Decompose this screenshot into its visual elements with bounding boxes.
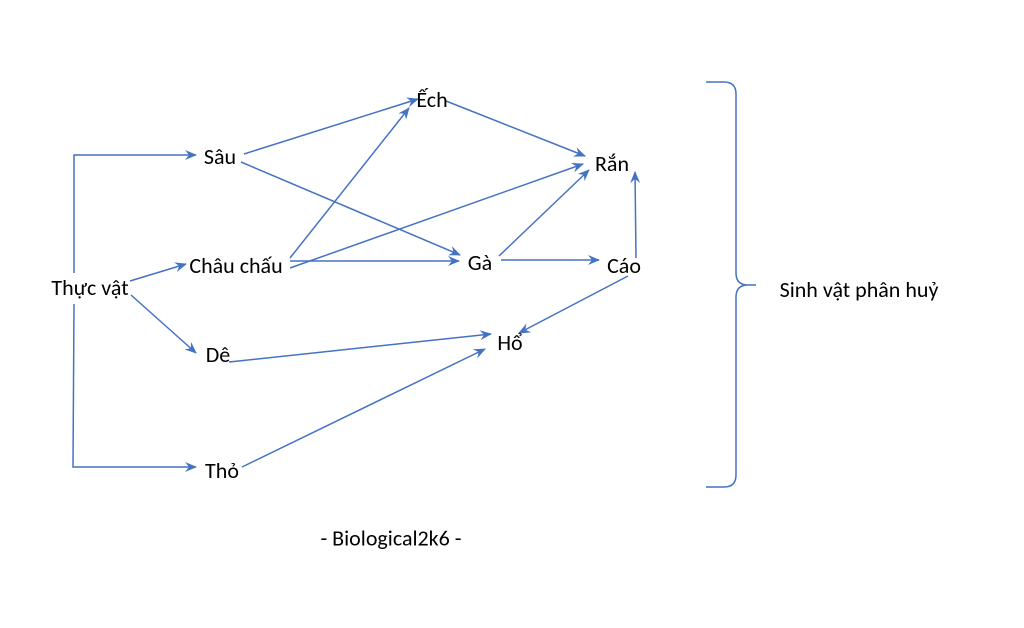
node-ran: Rắn xyxy=(595,153,629,175)
node-tho: Thỏ xyxy=(205,460,239,482)
node-ho: Hổ xyxy=(497,332,522,354)
node-cao: Cáo xyxy=(607,255,641,277)
node-de: Dê xyxy=(206,344,230,366)
diagram-svg xyxy=(0,0,1024,628)
footer-credit: - Biological2k6 - xyxy=(320,525,461,552)
node-sinh-vat-phan-huy: Sinh vật phân huỷ xyxy=(780,279,939,301)
food-web-diagram: Thực vật Sâu Châu chấu Dê Thỏ Ếch Gà Hổ … xyxy=(0,0,1024,628)
node-thuc-vat: Thực vật xyxy=(51,277,128,299)
node-ech: Ếch xyxy=(416,89,447,111)
node-sau: Sâu xyxy=(204,146,236,168)
node-ga: Gà xyxy=(468,252,492,274)
node-chau-chau: Châu chấu xyxy=(189,255,282,277)
